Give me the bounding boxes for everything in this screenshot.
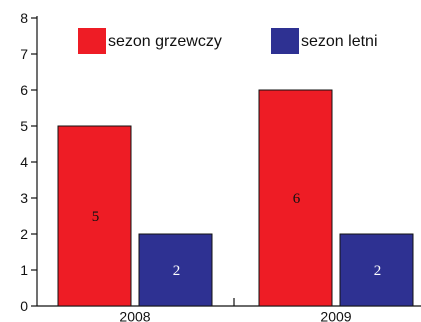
y-tick-label: 0 bbox=[20, 298, 28, 314]
y-tick-label: 7 bbox=[20, 46, 28, 62]
bar bbox=[138, 233, 213, 307]
data-label: 6 bbox=[293, 191, 301, 207]
y-tick-label: 6 bbox=[20, 82, 28, 98]
legend: sezon grzewczy sezon letni bbox=[78, 28, 378, 54]
data-label: 2 bbox=[374, 263, 382, 279]
legend-label: sezon grzewczy bbox=[108, 33, 222, 50]
bar bbox=[57, 125, 132, 307]
data-label: 5 bbox=[92, 209, 100, 225]
y-tick-label: 3 bbox=[20, 190, 28, 206]
legend-label: sezon letni bbox=[301, 33, 378, 50]
x-tick-label: 2008 bbox=[119, 309, 150, 322]
x-tick-label: 2009 bbox=[320, 309, 351, 322]
y-tick-label: 4 bbox=[20, 154, 28, 170]
y-tick-label: 1 bbox=[20, 262, 28, 278]
y-tick-label: 2 bbox=[20, 226, 28, 242]
legend-swatch bbox=[78, 28, 106, 54]
y-axis: 0 1 2 3 4 5 6 7 8 bbox=[20, 10, 38, 314]
bars: 5 2 6 2 bbox=[57, 89, 414, 307]
bar bbox=[339, 233, 414, 307]
data-label: 2 bbox=[173, 263, 181, 279]
y-tick-label: 5 bbox=[20, 118, 28, 134]
y-tick-label: 8 bbox=[20, 10, 28, 26]
bar bbox=[258, 89, 333, 307]
legend-swatch bbox=[271, 28, 299, 54]
